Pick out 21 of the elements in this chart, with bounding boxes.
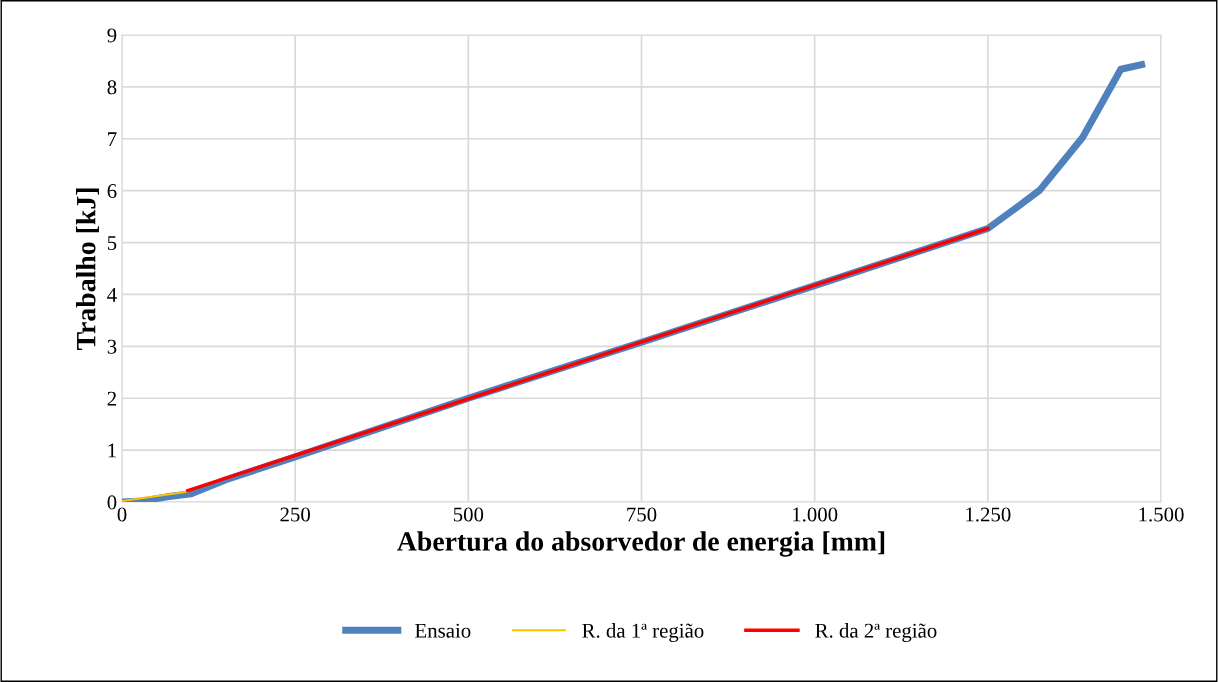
y-tick-label: 7	[108, 132, 117, 147]
x-tick-label: 1.250	[966, 507, 1011, 522]
x-tick-label: 500	[453, 507, 484, 522]
y-tick-label: 8	[107, 80, 117, 95]
x-tick-label: 750	[627, 507, 657, 522]
y-tick-label: 2	[107, 391, 116, 406]
y-tick-label: 5	[107, 236, 117, 250]
y-tick-label: 3	[107, 339, 117, 354]
x-tick-label: 1.500	[1139, 507, 1184, 522]
y-axis-title: Trabalho [kJ]	[75, 188, 99, 350]
y-tick-label: 1	[108, 443, 116, 458]
y-tick-label: 6	[107, 184, 117, 199]
x-tick-label: 250	[280, 507, 310, 522]
x-tick-label: 1.000	[793, 507, 838, 522]
legend-label: R. da 1ª região	[582, 623, 704, 643]
legend-label: Ensaio	[415, 623, 471, 638]
x-axis-title: Abertura do absorvedor de energia [mm]	[397, 531, 885, 557]
legend-label: R. da 2ª região	[815, 623, 937, 643]
y-tick-label: 0	[107, 495, 117, 510]
y-tick-label: 9	[107, 28, 117, 43]
y-tick-label: 4	[107, 287, 117, 302]
